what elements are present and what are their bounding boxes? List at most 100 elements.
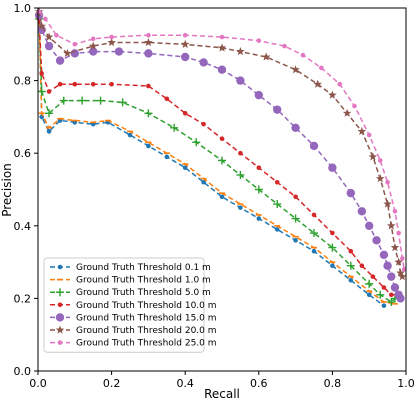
- legend-label: Ground Truth Threshold 1.0 m: [76, 276, 211, 286]
- series-1: [36, 12, 387, 308]
- series-line: [38, 18, 396, 303]
- data-point: [311, 212, 317, 218]
- data-point: [357, 207, 367, 216]
- x-tick-label: 0.4: [176, 377, 194, 390]
- data-point: [164, 96, 170, 102]
- legend-marker: [57, 302, 63, 308]
- data-point: [372, 236, 381, 245]
- data-point: [365, 279, 374, 288]
- data-point: [348, 248, 354, 254]
- data-point: [218, 156, 226, 165]
- data-point: [219, 34, 225, 40]
- legend-item: Ground Truth Threshold 0.1 m: [50, 263, 211, 273]
- x-tick-label: 0.2: [103, 377, 121, 390]
- data-point: [256, 165, 262, 171]
- data-point: [57, 81, 63, 87]
- legend: Ground Truth Threshold 0.1 m Ground Truth…: [43, 257, 217, 353]
- data-point: [282, 43, 287, 49]
- data-point: [291, 65, 300, 74]
- legend-marker: [55, 313, 65, 322]
- data-point: [390, 243, 400, 252]
- data-point: [274, 227, 280, 232]
- data-point: [36, 9, 42, 14]
- y-axis-label: Precision: [0, 163, 14, 217]
- data-point: [375, 174, 385, 183]
- data-point: [72, 81, 78, 87]
- data-point: [310, 229, 318, 238]
- series-line: [38, 15, 402, 299]
- data-point: [72, 42, 78, 47]
- x-tick-label: 0.8: [324, 377, 342, 390]
- data-point: [311, 248, 317, 254]
- data-point: [192, 138, 201, 147]
- x-tick-label: 0.0: [29, 377, 47, 390]
- data-point: [293, 194, 298, 200]
- legend-label: Ground Truth Threshold 10.0 m: [76, 301, 217, 311]
- data-point: [236, 170, 245, 179]
- data-point: [118, 98, 127, 107]
- data-point: [219, 136, 225, 141]
- data-point: [400, 256, 405, 261]
- series-line: [38, 18, 399, 296]
- data-point: [201, 121, 206, 127]
- data-point: [328, 243, 337, 252]
- data-point: [365, 221, 374, 230]
- data-point: [328, 90, 337, 99]
- data-point: [352, 103, 357, 109]
- data-point: [392, 208, 398, 214]
- data-point: [256, 38, 262, 43]
- legend-item: Ground Truth Threshold 20.0 m: [50, 325, 217, 336]
- data-point: [37, 21, 46, 30]
- data-point: [37, 87, 46, 96]
- series-line: [38, 11, 405, 270]
- x-tick-label: 0.6: [250, 377, 268, 390]
- legend-marker: [57, 340, 63, 345]
- data-point: [342, 108, 352, 117]
- data-point: [359, 263, 365, 269]
- data-point: [401, 267, 407, 272]
- data-point: [254, 90, 263, 100]
- data-point: [109, 81, 114, 87]
- data-point: [394, 257, 403, 266]
- legend-item: Ground Truth Threshold 10.0 m: [50, 301, 217, 311]
- y-tick-label: 1.0: [14, 2, 32, 15]
- y-tick-label: 0.6: [14, 147, 32, 160]
- data-point: [346, 188, 355, 198]
- data-point: [54, 32, 59, 38]
- y-tick-label: 0.4: [14, 220, 32, 233]
- series-lines: [34, 7, 407, 308]
- series-6: [34, 7, 407, 281]
- legend-marker: [57, 264, 63, 270]
- data-point: [88, 41, 98, 50]
- data-point: [46, 129, 52, 134]
- data-point: [182, 32, 188, 38]
- series-line: [38, 11, 403, 277]
- data-point: [388, 292, 394, 298]
- data-point: [274, 179, 280, 185]
- data-point: [330, 230, 335, 236]
- data-point: [376, 290, 385, 299]
- data-point: [39, 71, 44, 76]
- data-point: [385, 179, 390, 185]
- data-point: [146, 83, 151, 89]
- data-point: [90, 36, 96, 42]
- data-point: [330, 263, 335, 269]
- data-point: [181, 52, 190, 62]
- data-point: [383, 199, 392, 208]
- data-point: [144, 49, 153, 58]
- axis-ticks: 0.0 0.2 0.4 0.6 0.8 1.0 0.0 0.2 0.4 0.6 0.8 1.0: [14, 2, 415, 390]
- series-7: [36, 9, 407, 272]
- data-point: [309, 141, 319, 151]
- legend-item: Ground Truth Threshold 5.0 m: [50, 288, 211, 298]
- data-point: [180, 39, 190, 48]
- data-point: [328, 163, 337, 172]
- data-point: [144, 37, 153, 47]
- data-point: [90, 81, 96, 87]
- data-point: [381, 285, 387, 290]
- data-point: [89, 47, 98, 56]
- data-point: [291, 123, 300, 132]
- data-point: [256, 216, 262, 221]
- data-point: [44, 32, 54, 41]
- data-point: [44, 41, 54, 51]
- data-point: [368, 152, 378, 161]
